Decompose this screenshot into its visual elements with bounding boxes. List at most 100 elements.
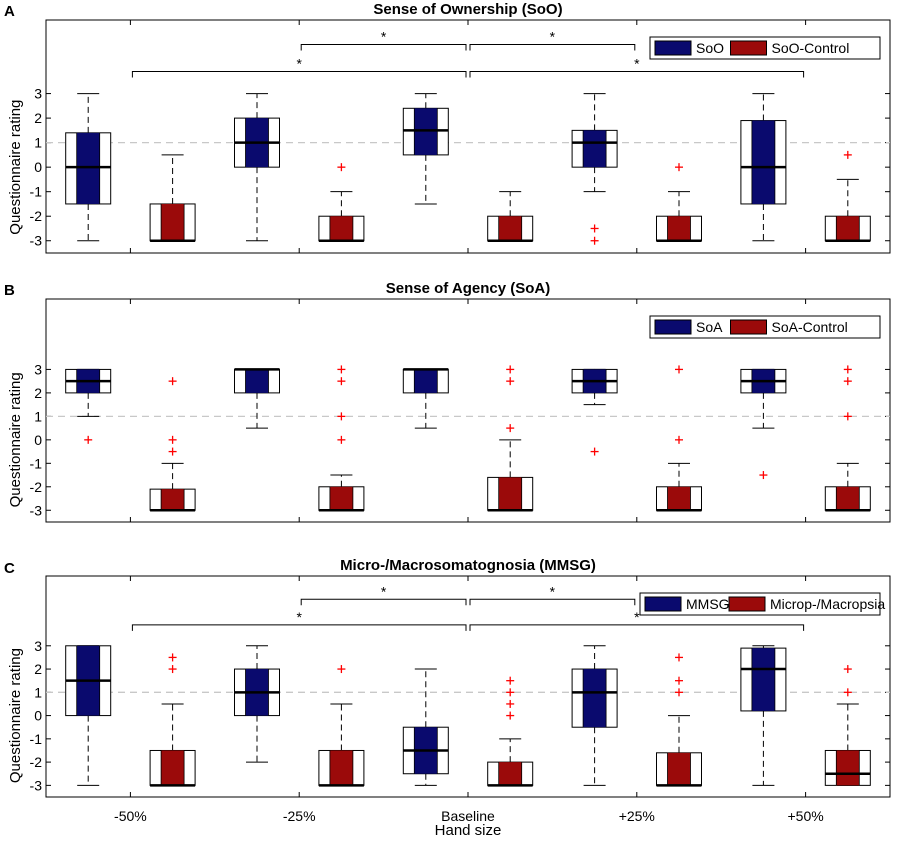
legend-label: Microp-/Macropsia <box>770 596 885 612</box>
box-fill <box>667 752 691 786</box>
y-tick-label: -3 <box>30 777 43 793</box>
y-tick-label: 2 <box>34 385 42 401</box>
legend: MMSG Microp-/Macropsia <box>639 592 885 616</box>
box-mmsg-0 <box>65 645 112 786</box>
y-axis-label: Questionnaire rating <box>7 648 24 783</box>
box-fill <box>751 120 775 204</box>
y-tick-label: 1 <box>34 684 42 700</box>
box-soo-control-4 <box>824 150 871 242</box>
box-fill <box>836 750 860 786</box>
panel-b: B Sense of Agency (SoA) Questionnaire rati… <box>4 280 891 523</box>
significance-star: * <box>296 609 302 625</box>
box-mmsg-1 <box>234 645 280 763</box>
y-tick-label: 0 <box>34 708 42 724</box>
significance-star: * <box>381 29 387 45</box>
box-fill <box>498 477 522 511</box>
box-fill <box>667 486 691 511</box>
significance-bracket: * <box>469 609 805 631</box>
box-fill <box>751 648 775 711</box>
box-microp-macropsia-0 <box>149 653 196 787</box>
legend: SoA SoA-Control <box>649 315 881 339</box>
bracket-line <box>469 71 805 78</box>
box-fill <box>498 216 522 241</box>
box-fill <box>161 203 185 241</box>
box-soa-4 <box>740 368 787 480</box>
box-soo-control-1 <box>318 163 365 242</box>
bracket-line <box>131 71 467 78</box>
y-tick-label: -1 <box>30 455 43 471</box>
box-soa-0 <box>65 368 112 444</box>
legend-swatch <box>654 40 692 56</box>
box-soo-3 <box>571 93 618 245</box>
y-tick-label: -2 <box>30 208 43 224</box>
significance-bracket: * <box>300 583 467 606</box>
box-fill <box>161 489 185 511</box>
box-soo-0 <box>65 93 112 242</box>
bracket-line <box>469 44 636 51</box>
box-fill <box>329 486 353 511</box>
box-soa-1 <box>234 368 280 429</box>
box-soa-control-4 <box>824 365 871 512</box>
panel-letter: C <box>4 560 15 577</box>
y-tick-label: 3 <box>34 361 42 377</box>
bracket-line <box>469 624 805 631</box>
significance-bracket: * <box>131 56 467 78</box>
box-soa-control-1 <box>318 365 365 512</box>
significance-bracket: * <box>469 29 636 51</box>
y-tick-label: 1 <box>34 135 42 151</box>
box-mmsg-4 <box>740 645 787 786</box>
box-fill <box>836 216 860 241</box>
bracket-line <box>300 44 467 51</box>
box-mmsg-3 <box>571 645 618 786</box>
y-axis-label: Questionnaire rating <box>7 100 24 235</box>
y-tick-label: -1 <box>30 184 43 200</box>
significance-bracket: * <box>131 609 467 631</box>
box-fill <box>583 669 607 728</box>
y-tick-label: 2 <box>34 661 42 677</box>
legend-label: SoO-Control <box>772 40 850 56</box>
legend: SoO SoO-Control <box>649 36 881 60</box>
box-mmsg-2 <box>402 668 449 786</box>
panel-c: C Micro-/Macrosomatognosia (MMSG) Question… <box>4 557 891 798</box>
y-tick-label: 3 <box>34 638 42 654</box>
box-fill <box>414 369 438 393</box>
y-tick-label: 3 <box>34 86 42 102</box>
legend-label: SoA <box>696 319 723 335</box>
panel-title: Micro-/Macrosomatognosia (MMSG) <box>340 557 596 574</box>
legend-label: SoA-Control <box>772 319 848 335</box>
x-tick-label: +50% <box>787 808 823 824</box>
bracket-line <box>300 598 467 606</box>
panel-letter: B <box>4 282 15 299</box>
y-tick-label: -2 <box>30 479 43 495</box>
x-tick-label: -50% <box>114 808 147 824</box>
significance-star: * <box>634 609 640 625</box>
y-tick-label: 1 <box>34 408 42 424</box>
significance-star: * <box>634 56 640 72</box>
box-fill <box>161 750 185 786</box>
box-fill <box>667 216 691 241</box>
x-tick-label: Baseline <box>441 808 495 824</box>
significance-star: * <box>550 29 556 45</box>
box-soa-3 <box>571 368 618 456</box>
box-microp-macropsia-1 <box>318 665 365 787</box>
significance-star: * <box>381 583 387 599</box>
y-tick-label: 0 <box>34 159 42 175</box>
significance-star: * <box>550 583 556 599</box>
significance-bracket: * <box>300 29 467 51</box>
legend-label: MMSG <box>686 596 730 612</box>
x-tick-label: -25% <box>283 808 316 824</box>
box-fill <box>329 216 353 241</box>
box-fill <box>583 130 607 168</box>
legend-swatch <box>728 596 766 612</box>
box-soo-1 <box>234 93 280 242</box>
legend-swatch <box>654 319 692 335</box>
box-soa-2 <box>402 368 449 429</box>
significance-bracket: * <box>469 583 636 606</box>
legend-label: SoO <box>696 40 724 56</box>
y-tick-label: 2 <box>34 110 42 126</box>
legend-swatch <box>730 40 767 56</box>
y-axis-label: Questionnaire rating <box>7 372 24 507</box>
legend-swatch <box>644 596 682 612</box>
significance-bracket: * <box>469 56 805 78</box>
